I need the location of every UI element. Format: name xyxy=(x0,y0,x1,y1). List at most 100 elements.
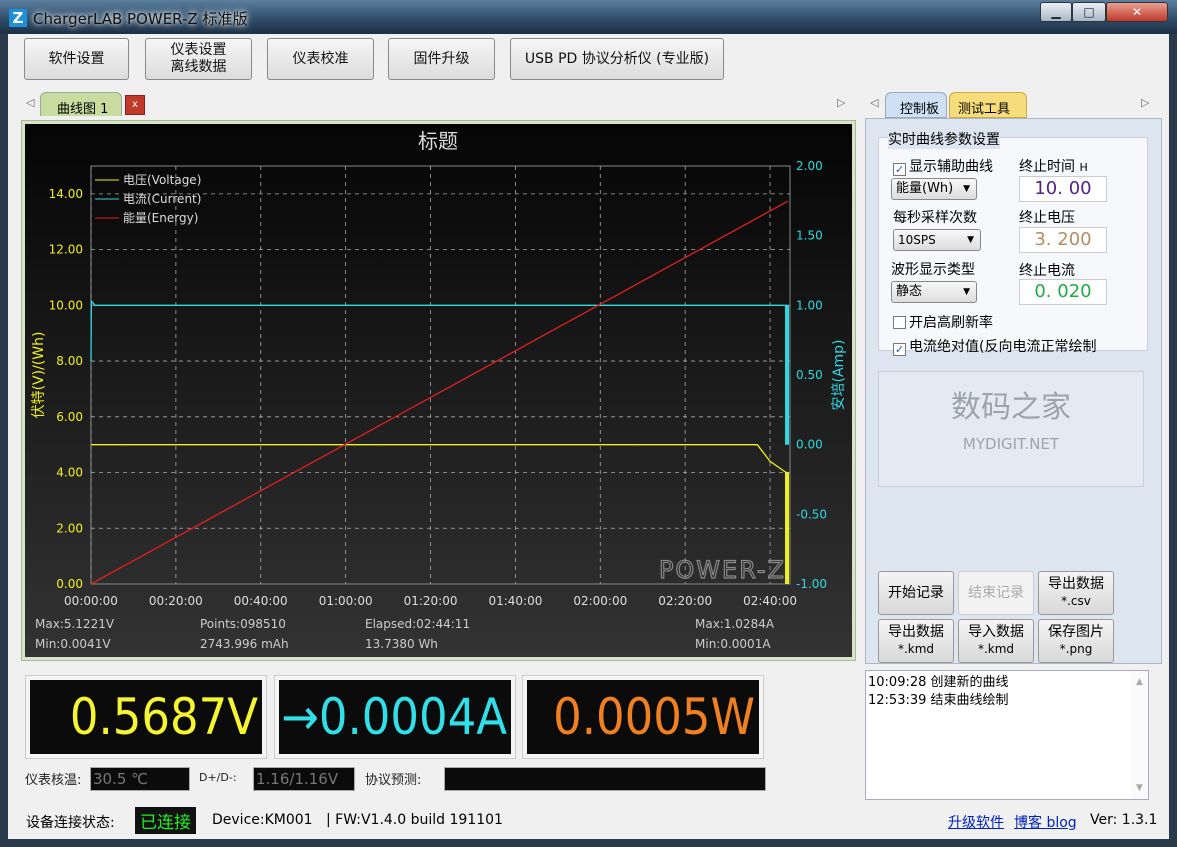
x-tick-label: 00:40:00 xyxy=(234,594,288,608)
chart[interactable]: 标题 00:00:00 00:20:00 00:40:00 01:00:00 01:20:… xyxy=(25,124,852,657)
firmware-upgrade-button[interactable]: 固件升级 xyxy=(388,38,495,80)
connection-status-badge: 已连接 xyxy=(135,807,196,834)
import-kmd-button[interactable]: 导入数据 *.kmd xyxy=(958,619,1034,663)
button-line: 导出数据 xyxy=(1048,576,1104,592)
panel-scroll-right-icon[interactable]: ▷ xyxy=(1141,96,1150,109)
power-readout: 0.0005W xyxy=(522,675,764,759)
end-time-label: 终止时间 H xyxy=(1019,156,1088,176)
usb-pd-analyzer-button[interactable]: USB PD 协议分析仪 (专业版) xyxy=(510,38,724,80)
checkbox-icon: ✓ xyxy=(893,343,906,356)
sps-select[interactable]: 10SPS ▼ xyxy=(893,229,981,251)
wave-type-select[interactable]: 静态 ▼ xyxy=(891,281,977,303)
curve-settings-group: ✓ 显示辅助曲线 终止时间 H 能量(Wh) ▼ 10. 00 每秒采样次数 终止电… xyxy=(878,137,1148,356)
end-time-input[interactable]: 10. 00 xyxy=(1019,176,1107,202)
checkbox-icon: ✓ xyxy=(893,163,906,176)
log-scrollbar[interactable]: ▲ ▼ xyxy=(1131,671,1148,799)
scroll-down-icon[interactable]: ▼ xyxy=(1136,783,1143,793)
log-entry: 10:09:28 创建新的曲线 xyxy=(868,675,1009,690)
checkbox-label: 显示辅助曲线 xyxy=(909,159,993,175)
log-list[interactable]: 10:09:28 创建新的曲线 12:53:39 结束曲线绘制 ▲ ▼ xyxy=(865,670,1149,800)
minimize-button[interactable]: ▁ xyxy=(1040,2,1072,22)
software-version: Ver: 1.3.1 xyxy=(1090,812,1158,828)
upgrade-software-link[interactable]: 升级软件 xyxy=(948,815,1004,831)
button-line: *.csv xyxy=(1061,594,1091,608)
end-current-input[interactable]: 0. 020 xyxy=(1019,279,1107,305)
y-right-tick-label: 2.00 xyxy=(796,159,823,173)
tab-chart-1[interactable]: 曲线图 1 xyxy=(40,92,122,117)
stat-value: Min:0.0041V xyxy=(35,637,111,651)
protocol-label: 协议预测: xyxy=(365,773,422,788)
tab-test-tools[interactable]: 测试工具 xyxy=(949,92,1027,118)
connection-label: 设备连接状态: xyxy=(26,815,115,831)
sps-label: 每秒采样次数 xyxy=(893,210,977,226)
start-record-button[interactable]: 开始记录 xyxy=(878,571,954,615)
abs-current-checkbox[interactable]: ✓ 电流绝对值(反向电流正常绘制 xyxy=(893,336,1096,356)
x-tick-label: 01:00:00 xyxy=(319,594,373,608)
chevron-down-icon: ▼ xyxy=(963,184,970,194)
stat-value: Max:1.0284A xyxy=(695,617,775,631)
high-refresh-checkbox[interactable]: 开启高刷新率 xyxy=(893,312,993,332)
button-line: *.png xyxy=(1059,642,1093,656)
close-tab-icon[interactable]: x xyxy=(125,95,145,115)
tab-control-board[interactable]: 控制板 xyxy=(885,92,947,118)
button-line: 离线数据 xyxy=(170,59,227,75)
x-tick-label: 02:20:00 xyxy=(658,594,712,608)
title-bar: Z ChargerLAB POWER-Z 标准版 ▁ □ ✕ xyxy=(0,0,1177,34)
panel-scroll-left-icon[interactable]: ◁ xyxy=(870,96,879,109)
button-line: *.kmd xyxy=(977,642,1015,656)
x-tick-label: 01:20:00 xyxy=(404,594,458,608)
maximize-button[interactable]: □ xyxy=(1072,2,1106,22)
app-logo: Z xyxy=(9,9,27,27)
meter-calibration-button[interactable]: 仪表校准 xyxy=(267,38,374,80)
software-settings-button[interactable]: 软件设置 xyxy=(24,38,129,80)
button-line: 导出数据 xyxy=(888,624,944,640)
meter-settings-button[interactable]: 仪表设置 离线数据 xyxy=(145,38,252,80)
firmware-version: | FW:V1.4.0 build 191101 xyxy=(326,812,503,828)
checkbox-label: 开启高刷新率 xyxy=(909,315,993,331)
dpdm-label: D+/D-: xyxy=(199,771,237,784)
y-right-tick-label: 1.50 xyxy=(796,229,823,243)
unit-text: H xyxy=(1079,161,1088,174)
current-readout: →0.0004A xyxy=(274,675,516,759)
button-line: 导入数据 xyxy=(968,624,1024,640)
stat-value: Elapsed:02:44:11 xyxy=(365,617,470,631)
voltage-end-bar xyxy=(785,472,790,584)
export-kmd-button[interactable]: 导出数据 *.kmd xyxy=(878,619,954,663)
series-line-1 xyxy=(90,299,788,445)
show-aux-checkbox[interactable]: ✓ 显示辅助曲线 xyxy=(893,156,1011,176)
chart-title: 标题 xyxy=(418,129,458,153)
button-line: *.kmd xyxy=(897,642,935,656)
tab-scroll-left-icon[interactable]: ◁ xyxy=(26,96,35,109)
protocol-field xyxy=(444,767,766,791)
y-right-tick-label: 0.00 xyxy=(796,438,823,452)
export-csv-button[interactable]: 导出数据 *.csv xyxy=(1038,571,1114,615)
scroll-up-icon[interactable]: ▲ xyxy=(1136,677,1143,687)
y-right-tick-label: 0.50 xyxy=(796,368,823,382)
stat-value: Points:098510 xyxy=(200,617,286,631)
voltage-readout: 0.5687V xyxy=(25,675,267,759)
x-tick-label: 02:40:00 xyxy=(743,594,797,608)
y-left-tick-label: 2.00 xyxy=(56,521,83,535)
y-left-tick-label: 4.00 xyxy=(56,466,83,480)
tab-scroll-right-icon[interactable]: ▷ xyxy=(837,96,846,109)
stop-record-button[interactable]: 结束记录 xyxy=(958,571,1034,615)
select-value: 10SPS xyxy=(898,233,936,247)
close-button[interactable]: ✕ xyxy=(1106,2,1168,22)
y-right-tick-label: -0.50 xyxy=(796,507,827,521)
watermark-logo: POWER-Z xyxy=(659,556,786,584)
temp-label: 仪表核温: xyxy=(25,773,82,788)
x-tick-label: 00:00:00 xyxy=(64,594,118,608)
save-png-button[interactable]: 保存图片 *.png xyxy=(1038,619,1114,663)
end-voltage-input[interactable]: 3. 200 xyxy=(1019,227,1107,253)
blog-link[interactable]: 博客 blog xyxy=(1014,815,1077,831)
empty-group: 数码之家 MYDIGIT.NET xyxy=(878,371,1144,487)
y-right-axis-label: 安培(Amp) xyxy=(831,339,847,410)
y-right-tick-label: -1.00 xyxy=(796,577,827,591)
watermark-en: MYDIGIT.NET xyxy=(962,435,1060,453)
aux-curve-select[interactable]: 能量(Wh) ▼ xyxy=(891,178,977,200)
device-id: Device:KM001 xyxy=(212,812,313,828)
status-bar: 设备连接状态: 已连接 Device:KM001 | FW:V1.4.0 bui… xyxy=(8,804,1169,836)
chart-background: 标题 00:00:00 00:20:00 00:40:00 01:00:00 01:20:… xyxy=(25,124,852,657)
series-line-2 xyxy=(90,200,789,585)
window-title: ChargerLAB POWER-Z 标准版 xyxy=(33,10,248,28)
